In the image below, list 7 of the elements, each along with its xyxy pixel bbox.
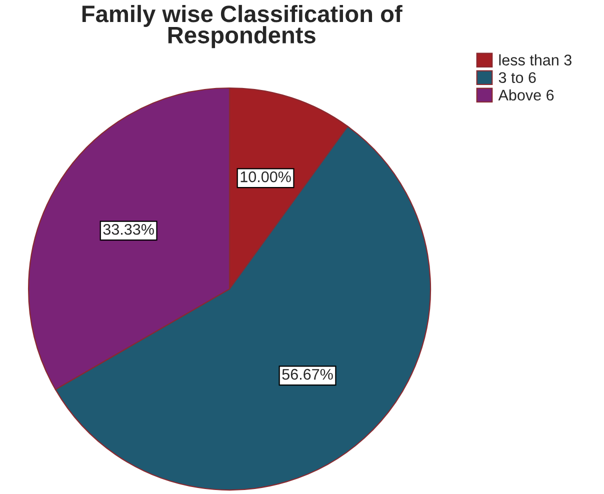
data-label: 10.00% [240,171,291,182]
legend-label: 3 to 6 [498,72,536,84]
chart-title: Family wise Classification of Respondents [82,4,402,48]
data-label: 56.67% [282,368,333,380]
legend-label: Above 6 [498,89,554,101]
data-label: 33.33% [103,224,154,235]
legend-label: less than 3 [499,54,572,66]
